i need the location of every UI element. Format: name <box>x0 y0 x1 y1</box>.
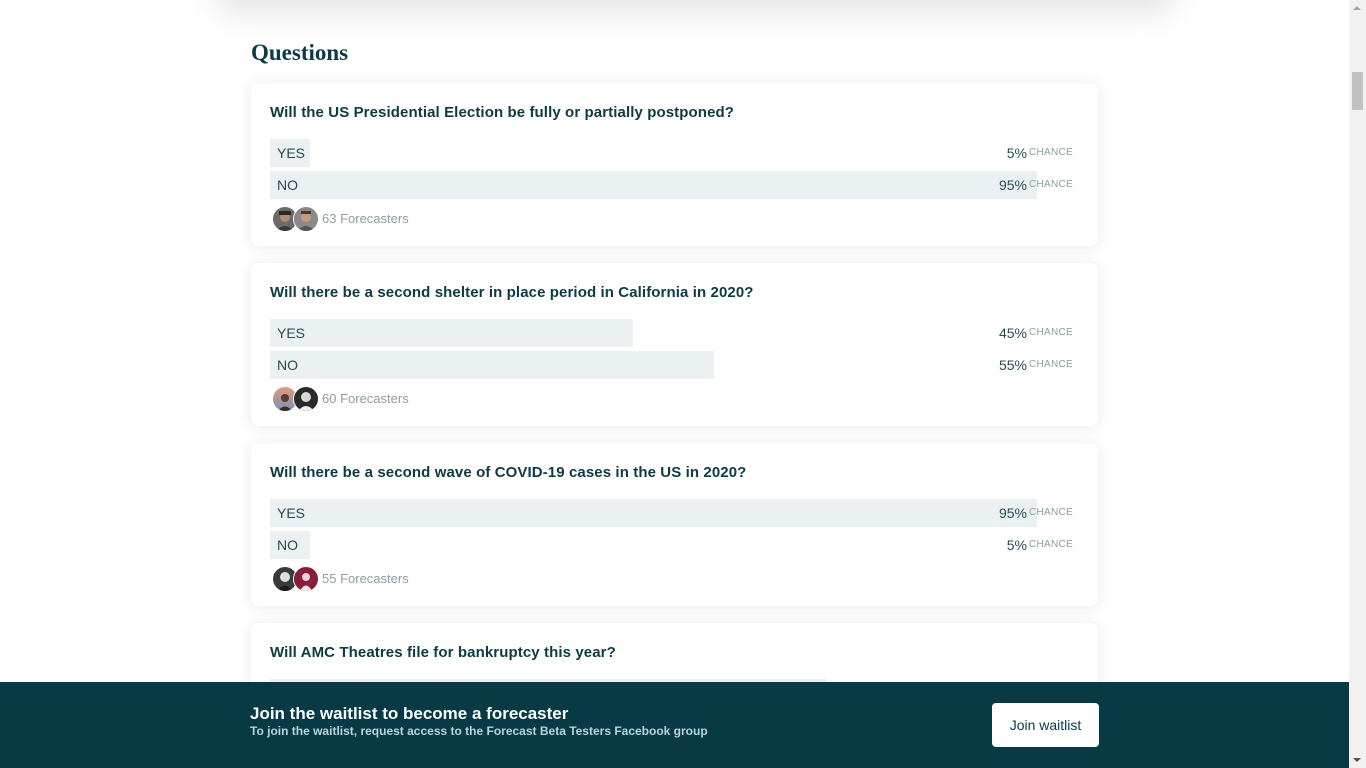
scroll-up-arrow-icon[interactable] <box>1353 6 1361 10</box>
option-row-no[interactable]: NO 55% CHANCE <box>270 351 1073 379</box>
option-label: NO <box>277 177 298 193</box>
scroll-thumb[interactable] <box>1352 72 1363 110</box>
option-label: YES <box>277 325 306 341</box>
option-chance-label: CHANCE <box>1028 147 1073 158</box>
option-percent: 95% <box>998 505 1027 521</box>
forecaster-count: 55 Forecasters <box>322 571 409 586</box>
option-percent: 95% <box>998 177 1027 193</box>
section-title: Questions <box>251 40 349 65</box>
option-percent: 55% <box>998 357 1027 373</box>
option-percent: 5% <box>1006 145 1027 161</box>
waitlist-banner: Join the waitlist to become a forecaster… <box>0 682 1349 768</box>
option-percent: 5% <box>1006 537 1027 553</box>
question-card[interactable]: Will there be a second wave of COVID-19 … <box>251 443 1098 606</box>
question-card[interactable]: Will there be a second shelter in place … <box>251 263 1098 426</box>
option-bar <box>270 139 310 167</box>
avatar <box>293 566 319 592</box>
scroll-down-arrow-icon[interactable] <box>1353 758 1361 762</box>
question-title[interactable]: Will the US Presidential Election be ful… <box>270 104 735 121</box>
option-percent: 45% <box>998 325 1027 341</box>
forecaster-count: 60 Forecasters <box>322 391 409 406</box>
option-label: YES <box>277 145 306 161</box>
option-bar <box>270 351 714 379</box>
option-chance-label: CHANCE <box>1028 507 1073 518</box>
avatar <box>293 206 319 232</box>
option-chance-label: CHANCE <box>1028 359 1073 370</box>
option-row-no[interactable]: NO 5% CHANCE <box>270 531 1073 559</box>
question-title[interactable]: Will AMC Theatres file for bankruptcy th… <box>270 644 616 661</box>
banner-subtitle: To join the waitlist, request access to … <box>250 724 708 738</box>
forecaster-count: 63 Forecasters <box>322 211 409 226</box>
question-title[interactable]: Will there be a second shelter in place … <box>270 284 754 301</box>
avatar <box>293 386 319 412</box>
option-chance-label: CHANCE <box>1028 179 1073 190</box>
option-bar <box>270 171 1037 199</box>
option-row-yes[interactable]: YES 5% CHANCE <box>270 139 1073 167</box>
question-card[interactable]: Will the US Presidential Election be ful… <box>251 83 1098 246</box>
option-row-yes[interactable]: YES 95% CHANCE <box>270 499 1073 527</box>
option-label: NO <box>277 357 298 373</box>
question-title[interactable]: Will there be a second wave of COVID-19 … <box>270 464 747 481</box>
option-chance-label: CHANCE <box>1028 327 1073 338</box>
option-chance-label: CHANCE <box>1028 539 1073 550</box>
option-bar <box>270 319 633 347</box>
option-label: NO <box>277 537 298 553</box>
banner-title: Join the waitlist to become a forecaster <box>250 704 569 723</box>
join-waitlist-button[interactable]: Join waitlist <box>992 703 1099 747</box>
option-row-no[interactable]: NO 95% CHANCE <box>270 171 1073 199</box>
option-bar <box>270 531 310 559</box>
option-label: YES <box>277 505 306 521</box>
option-bar <box>270 499 1037 527</box>
vertical-scrollbar[interactable] <box>1349 0 1366 768</box>
option-row-yes[interactable]: YES 45% CHANCE <box>270 319 1073 347</box>
